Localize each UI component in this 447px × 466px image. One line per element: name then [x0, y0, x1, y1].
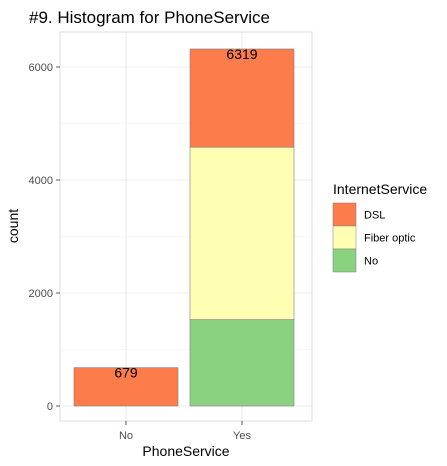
- x-tick-label-yes: Yes: [233, 430, 251, 442]
- y-tick-label: 2000: [29, 288, 53, 300]
- legend-key-fiber-optic: [332, 225, 357, 250]
- bar-yes-fiber-optic: [189, 146, 295, 320]
- total-label-no: 679: [114, 365, 138, 381]
- data-labels: 679 6319: [114, 46, 257, 381]
- x-axis-title: PhoneService: [142, 443, 229, 459]
- legend-title: InternetService: [333, 181, 427, 197]
- y-axis-title: count: [5, 209, 21, 243]
- chart-title: #9. Histogram for PhoneService: [29, 8, 270, 27]
- y-tick-label: 0: [47, 401, 53, 413]
- legend: InternetService DSL Fiber optic No: [332, 181, 427, 273]
- y-tick-label: 4000: [29, 175, 53, 187]
- y-tick-label: 6000: [29, 62, 53, 74]
- bar-yes-dsl: [189, 48, 295, 148]
- legend-label-fiber-optic: Fiber optic: [364, 233, 416, 245]
- x-tick-label-no: No: [119, 430, 133, 442]
- x-axis-ticks: No Yes: [119, 421, 251, 442]
- legend-label-no: No: [364, 256, 378, 268]
- y-axis-ticks: 0 2000 4000 6000: [29, 62, 60, 413]
- bar-yes-no: [189, 319, 295, 407]
- bar-no-dsl: [73, 367, 179, 407]
- legend-key-dsl: [332, 202, 357, 227]
- legend-label-dsl: DSL: [364, 210, 385, 222]
- legend-key-no: [332, 248, 357, 273]
- total-label-yes: 6319: [226, 46, 257, 62]
- bars: [73, 48, 295, 407]
